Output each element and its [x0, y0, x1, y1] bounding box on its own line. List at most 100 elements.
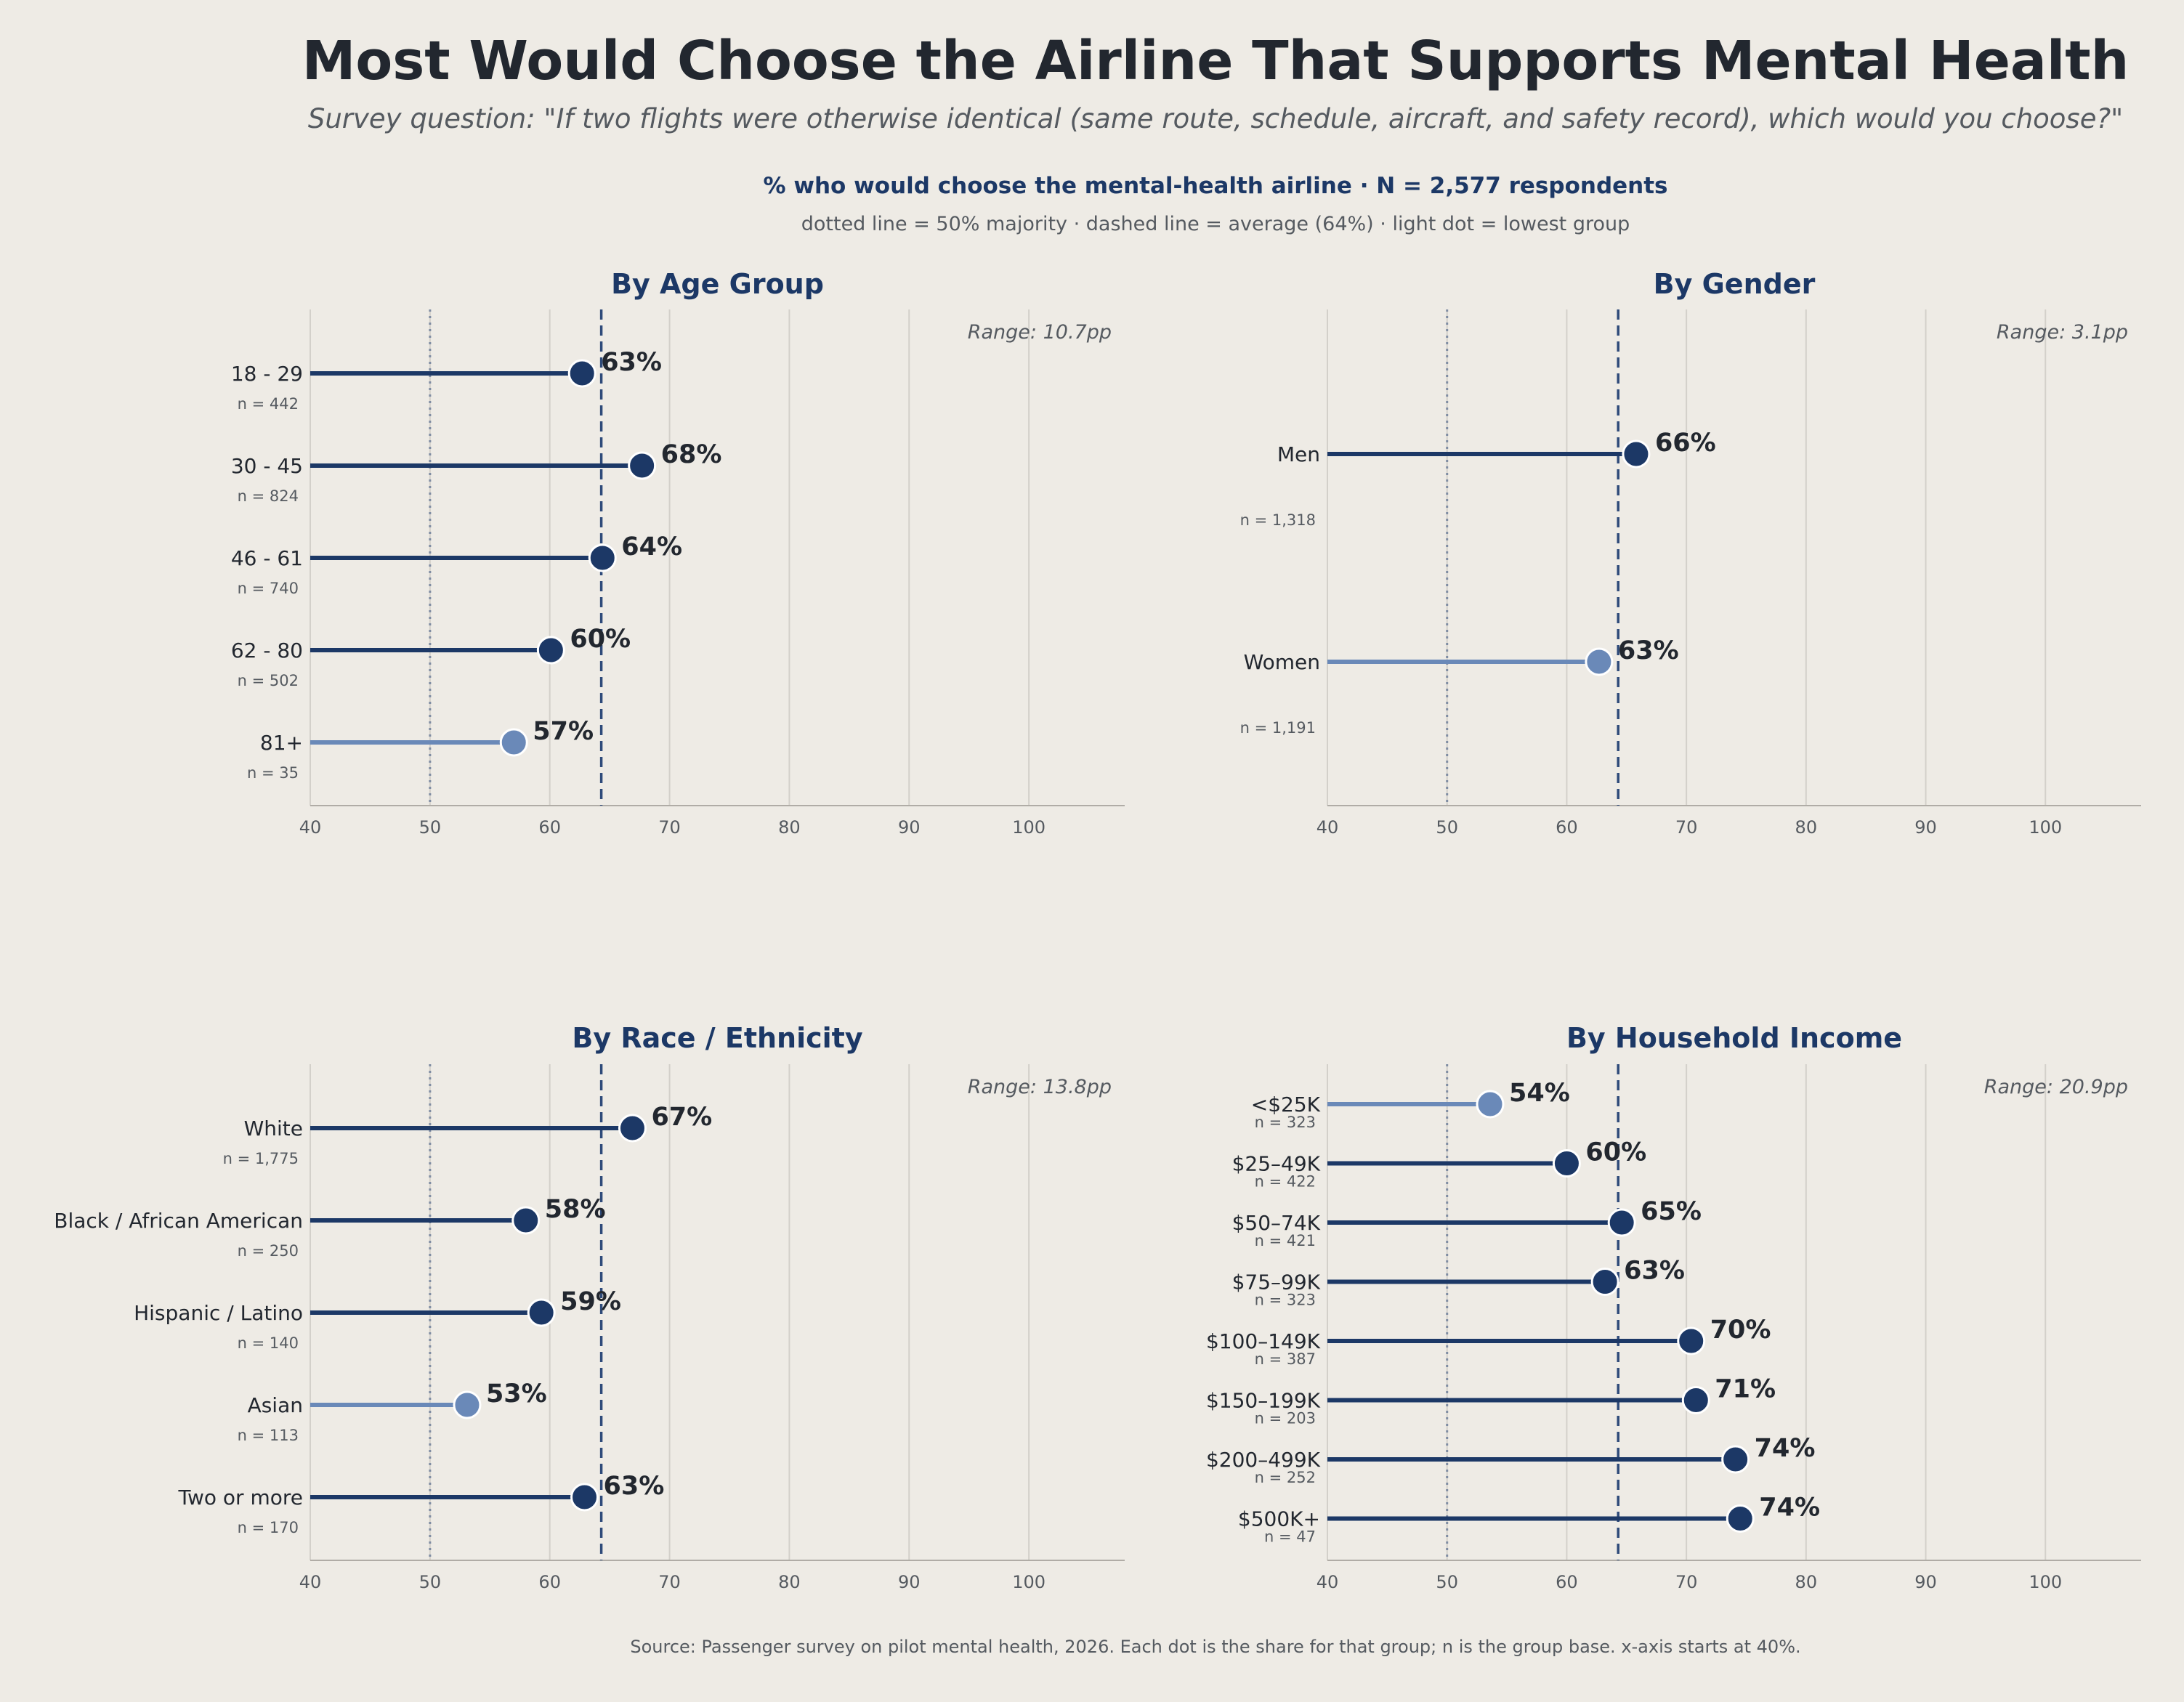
race-tick-label: 40 — [299, 1572, 322, 1592]
age-n-label: n = 35 — [247, 764, 299, 782]
age-dot — [588, 543, 617, 572]
age-tick-label: 80 — [778, 817, 801, 838]
race-category-label: White — [244, 1117, 303, 1140]
race-value-label: 59% — [560, 1287, 621, 1316]
gender-tick-label: 70 — [1675, 817, 1698, 838]
income-category-label: $50–74K — [1232, 1211, 1321, 1235]
gender-tick-label: 100 — [2029, 817, 2062, 838]
income-n-label: n = 323 — [1255, 1114, 1316, 1131]
income-dot — [1677, 1326, 1706, 1355]
race-dot — [527, 1298, 556, 1327]
income-value-label: 74% — [1759, 1494, 1820, 1523]
race-n-label: n = 250 — [238, 1242, 299, 1260]
age-tick-label: 60 — [538, 817, 561, 838]
age-dot — [499, 728, 528, 757]
page-title: Most Would Choose the Airline That Suppo… — [302, 30, 2130, 92]
age-tick-label: 100 — [1012, 817, 1046, 838]
age-tick-label: 90 — [898, 817, 921, 838]
income-value-label: 65% — [1641, 1197, 1702, 1226]
gender-tick-label: 50 — [1436, 817, 1458, 838]
race-tick-label: 60 — [538, 1572, 561, 1592]
panel-age: 40 50 60 70 80 90 100 By Age Group Range: 10.7pp… — [231, 268, 1125, 838]
survey-question: Survey question: "If two flights were ot… — [307, 103, 2124, 134]
age-value-label: 68% — [661, 440, 722, 469]
age-n-label: n = 502 — [238, 672, 299, 689]
race-tick-label: 50 — [419, 1572, 442, 1592]
race-n-label: n = 140 — [238, 1334, 299, 1352]
age-n-label: n = 740 — [238, 580, 299, 597]
income-dot — [1721, 1445, 1750, 1474]
income-value-label: 60% — [1585, 1138, 1646, 1167]
age-value-label: 60% — [570, 625, 631, 654]
income-value-label: 54% — [1509, 1079, 1570, 1108]
gender-category-label: Women — [1244, 650, 1320, 674]
legend-note: dotted line = 50% majority · dashed line… — [801, 213, 1630, 235]
age-dot — [536, 636, 565, 665]
income-n-label: n = 252 — [1255, 1469, 1316, 1486]
race-value-label: 53% — [486, 1379, 547, 1409]
age-n-label: n = 442 — [238, 395, 299, 413]
race-n-label: n = 113 — [238, 1427, 299, 1444]
gender-tick-label: 40 — [1317, 817, 1339, 838]
age-category-label: 46 - 61 — [231, 546, 303, 570]
income-tick-label: 50 — [1436, 1572, 1458, 1592]
income-category-label: $150–199K — [1206, 1389, 1321, 1413]
age-tick-label: 70 — [658, 817, 681, 838]
race-dot — [570, 1483, 599, 1512]
income-category-label: $500K+ — [1238, 1507, 1320, 1531]
panel-income: 40 50 60 70 80 90 100 By Household Income Range:… — [1206, 1022, 2141, 1592]
race-range-label: Range: 13.8pp — [968, 1076, 1112, 1098]
race-panel-title: By Race / Ethnicity — [572, 1022, 862, 1054]
income-n-label: n = 422 — [1255, 1173, 1316, 1191]
income-tick-label: 40 — [1317, 1572, 1339, 1592]
income-dot — [1476, 1090, 1505, 1119]
race-tick-label: 90 — [898, 1572, 921, 1592]
age-tick-label: 40 — [299, 817, 322, 838]
gender-value-label: 63% — [1618, 636, 1679, 665]
age-dot — [628, 451, 657, 480]
source-footnote: Source: Passenger survey on pilot mental… — [630, 1637, 1801, 1657]
income-tick-label: 90 — [1914, 1572, 1937, 1592]
income-value-label: 74% — [1755, 1434, 1816, 1463]
race-category-label: Two or more — [178, 1486, 303, 1509]
income-category-label: $75–99K — [1232, 1271, 1321, 1294]
income-dot — [1552, 1149, 1581, 1178]
race-dot — [618, 1114, 647, 1143]
gender-n-label: n = 1,191 — [1240, 719, 1316, 737]
race-tick-label: 70 — [658, 1572, 681, 1592]
income-dot — [1726, 1504, 1755, 1533]
gender-category-label: Men — [1277, 442, 1320, 466]
panel-gender: 40 50 60 70 80 90 100 By Gender Range: 3.1pp 66% M… — [1240, 268, 2141, 838]
race-dot — [511, 1206, 541, 1235]
gender-tick-label: 80 — [1795, 817, 1818, 838]
income-n-label: n = 323 — [1255, 1292, 1316, 1309]
income-category-label: $100–149K — [1206, 1329, 1321, 1353]
race-n-label: n = 1,775 — [223, 1150, 299, 1167]
age-tick-label: 50 — [419, 817, 442, 838]
gender-tick-label: 90 — [1914, 817, 1937, 838]
income-n-label: n = 421 — [1255, 1232, 1316, 1249]
race-tick-label: 100 — [1012, 1572, 1046, 1592]
income-panel-title: By Household Income — [1566, 1022, 1902, 1054]
metric-description: % who would choose the mental-health air… — [763, 173, 1668, 199]
income-category-label: <$25K — [1251, 1093, 1321, 1117]
gender-dot — [1622, 439, 1651, 469]
panel-race: 40 50 60 70 80 90 100 By Race / Ethnicity Range:… — [54, 1022, 1125, 1592]
race-value-label: 63% — [604, 1472, 665, 1501]
age-range-label: Range: 10.7pp — [968, 321, 1112, 344]
age-category-label: 62 - 80 — [231, 639, 303, 662]
race-category-label: Hispanic / Latino — [134, 1301, 303, 1325]
income-value-label: 70% — [1710, 1316, 1771, 1345]
race-value-label: 58% — [545, 1195, 606, 1224]
income-category-label: $25–49K — [1232, 1152, 1321, 1176]
income-value-label: 63% — [1624, 1257, 1685, 1286]
age-panel-title: By Age Group — [611, 268, 824, 300]
income-n-label: n = 387 — [1255, 1350, 1316, 1368]
gender-tick-label: 60 — [1556, 817, 1578, 838]
income-range-label: Range: 20.9pp — [1984, 1076, 2128, 1098]
gender-range-label: Range: 3.1pp — [1997, 321, 2128, 344]
income-value-label: 71% — [1715, 1375, 1776, 1404]
race-dot — [453, 1390, 482, 1419]
age-value-label: 57% — [533, 717, 594, 746]
